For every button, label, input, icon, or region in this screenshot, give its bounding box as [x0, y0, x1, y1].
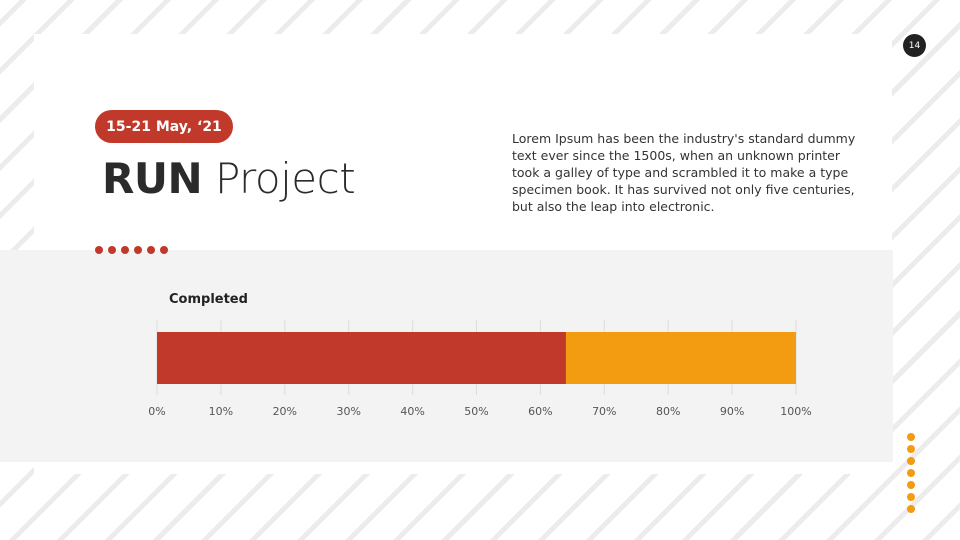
page-title: RUN Project — [102, 154, 356, 203]
date-badge: 15-21 May, ‘21 — [95, 110, 233, 143]
bar-segment-0 — [157, 332, 566, 384]
title-bold: RUN — [102, 154, 203, 203]
x-tick-label: 90% — [720, 405, 744, 418]
orange-dots-decoration — [907, 433, 915, 513]
page-number: 14 — [903, 34, 926, 57]
x-tick-label: 70% — [592, 405, 616, 418]
x-tick-label: 10% — [209, 405, 233, 418]
x-tick-label: 60% — [528, 405, 552, 418]
description: Lorem Ipsum has been the industry's stan… — [512, 131, 856, 214]
x-tick-label: 50% — [464, 405, 488, 418]
x-tick-label: 40% — [400, 405, 424, 418]
x-tick-label: 30% — [336, 405, 360, 418]
x-tick-label: 100% — [780, 405, 811, 418]
category-label: Completed — [169, 292, 248, 307]
title-light: Project — [214, 154, 356, 203]
bar-segment-1 — [565, 332, 796, 384]
red-dots-decoration — [95, 246, 168, 254]
x-tick-label: 0% — [148, 405, 165, 418]
x-tick-label: 20% — [273, 405, 297, 418]
x-tick-label: 80% — [656, 405, 680, 418]
